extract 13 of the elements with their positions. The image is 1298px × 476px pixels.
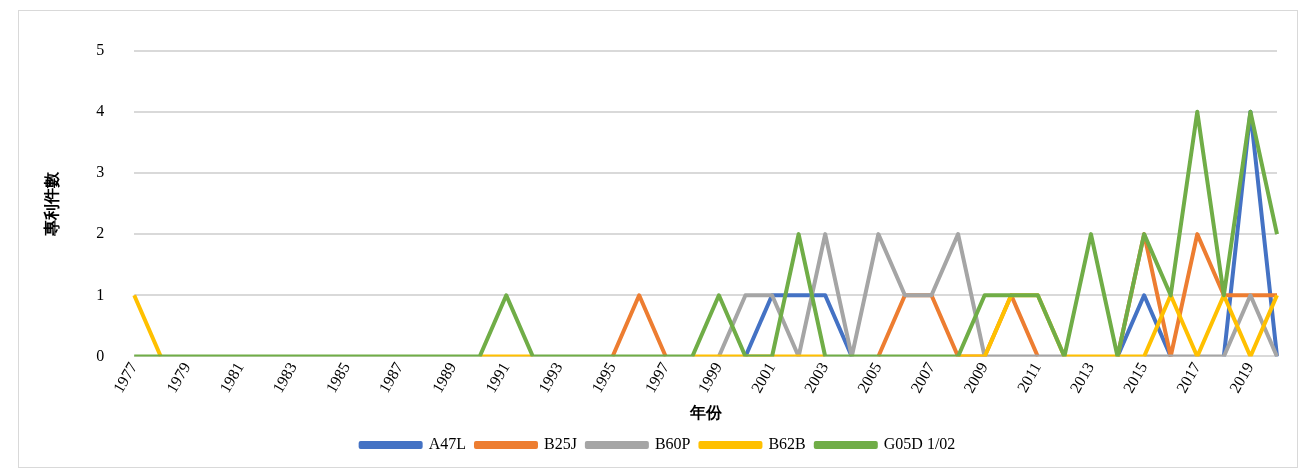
legend-label: B25J	[543, 435, 577, 453]
y-tick-label: 3	[96, 163, 105, 181]
y-tick-label: 2	[96, 224, 105, 242]
y-tick-label: 4	[96, 101, 105, 119]
x-axis-title: 年份	[688, 403, 723, 421]
y-tick-label: 0	[96, 346, 105, 364]
y-tick-label: 1	[96, 285, 105, 303]
legend-label: B62B	[768, 435, 806, 453]
legend-label: G05D 1/02	[883, 435, 956, 453]
y-tick-label: 5	[96, 40, 105, 58]
legend-label: B60P	[654, 435, 691, 453]
y-axis-title: 專利件數	[42, 170, 60, 237]
legend-label: A47L	[428, 435, 466, 453]
